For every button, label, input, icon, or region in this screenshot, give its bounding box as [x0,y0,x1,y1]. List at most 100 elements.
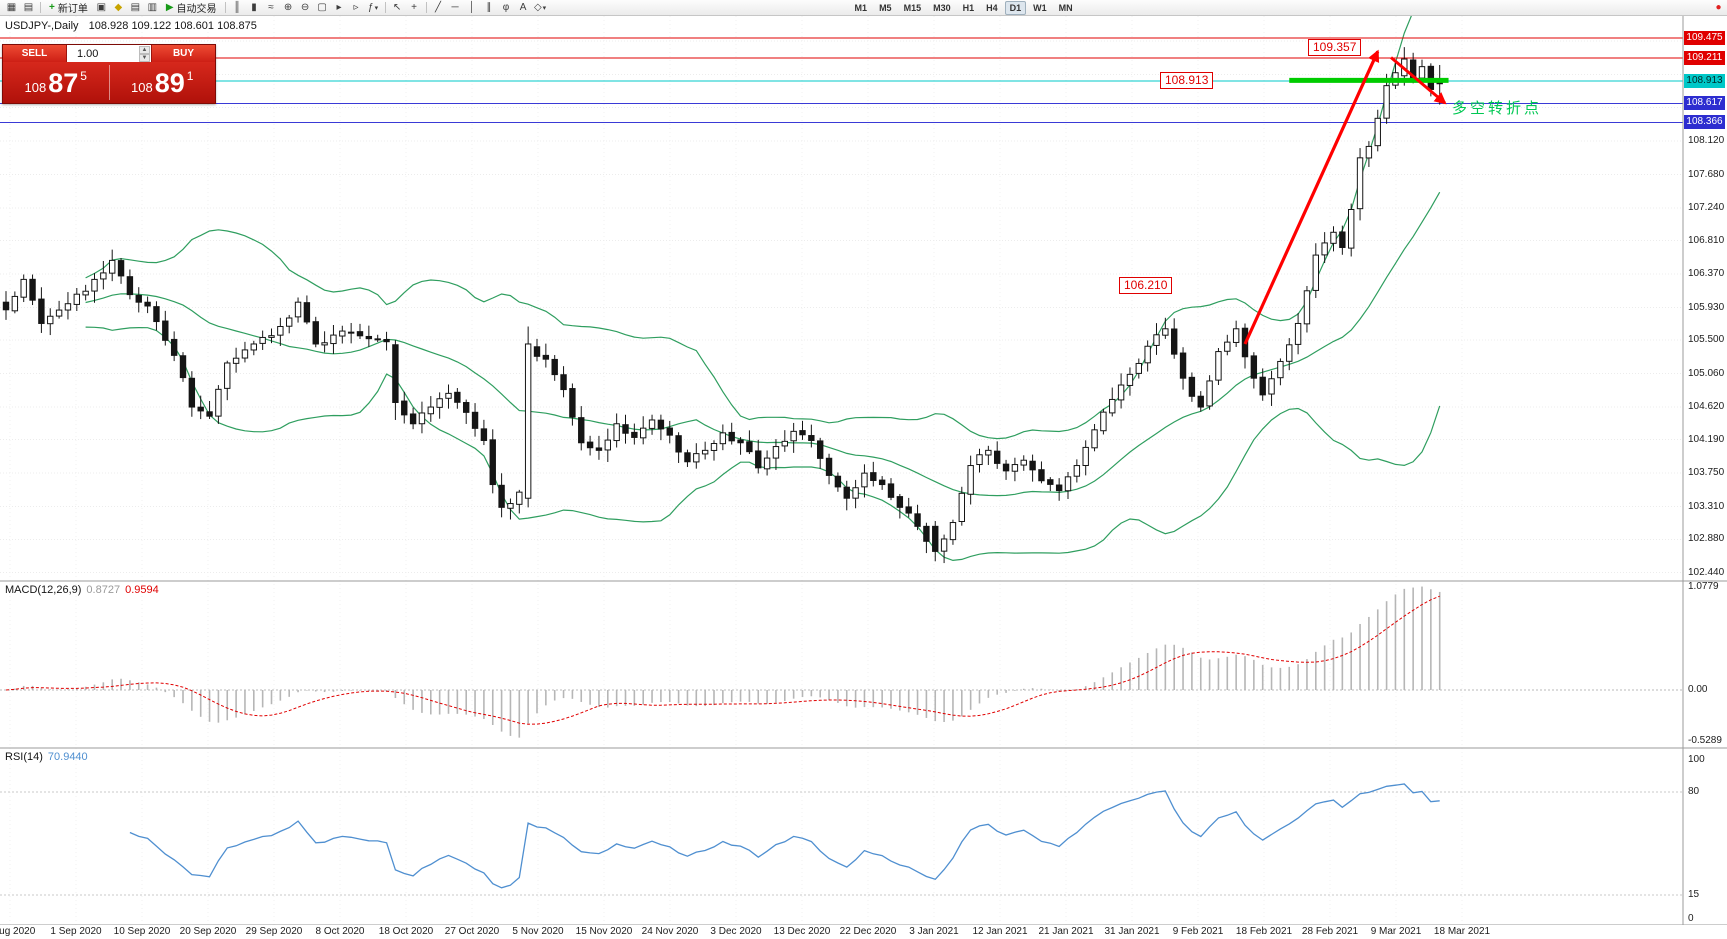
date-label[interactable]: 9 Feb 2021 [1172,926,1224,937]
sell-price-prefix: 108 [24,79,47,95]
chart-layers-icon[interactable]: ▣ [96,2,107,13]
symbol-period-label: USDJPY-,Daily [5,20,79,32]
tf-button-MN[interactable]: MN [1058,2,1073,13]
annotation-turning-point-text: 多空转折点 [1452,100,1543,117]
sell-price-big: 87 [48,67,79,98]
date-label[interactable]: 28 Feb 2021 [1301,926,1359,937]
record-icon[interactable]: ● [1715,2,1722,13]
macd-indicator-label: MACD(12,26,9) 0.8727 0.9594 [5,584,159,596]
fibonacci-icon[interactable]: φ [502,2,510,13]
rsi-indicator-label: RSI(14) 70.9440 [5,751,88,763]
auto-scroll-icon[interactable]: ▸ [336,2,342,13]
date-label[interactable]: 21 Jan 2021 [1038,926,1094,937]
vertical-line-icon[interactable]: │ [468,2,476,13]
date-label[interactable]: 15 Nov 2020 [575,926,633,937]
sell-price[interactable]: 108 87 5 [3,62,109,103]
date-label[interactable]: 18 Feb 2021 [1235,926,1293,937]
date-label[interactable]: 18 Mar 2021 [1433,926,1491,937]
date-label[interactable]: 1 Sep 2020 [50,926,102,937]
tf-button-H4[interactable]: H4 [986,2,998,13]
tf-button-W1[interactable]: W1 [1033,2,1047,13]
price-label-103.750: 103.750 [1688,467,1725,479]
tf-button-M5[interactable]: M5 [879,2,892,13]
time-axis[interactable]: 3 Aug 2020 1 Sep 2020 10 Sep 2020 20 Sep 20… [0,925,1727,939]
volume-increase-icon[interactable]: ▲ [139,46,150,54]
price-label-102.880: 102.880 [1688,533,1725,545]
date-label[interactable]: 10 Sep 2020 [113,926,171,937]
chart-window-icon[interactable]: ▦ [6,2,17,13]
date-label[interactable]: 20 Sep 2020 [179,926,237,937]
expert-list-icon[interactable]: ▤ [23,2,34,13]
price-axis[interactable]: 108.120 107.680 107.240 106.810 106.370 105.9… [1684,16,1727,925]
tf-button-D1[interactable]: D1 [1004,0,1027,15]
trendline-icon[interactable]: ╱ [435,2,442,13]
price-label-103.310: 103.310 [1688,500,1725,512]
tf-button-M1[interactable]: M1 [854,2,868,13]
price-label-105.930: 105.930 [1688,301,1725,313]
macd-axis-0.00: 0.00 [1688,684,1708,695]
buy-price[interactable]: 108 89 1 [110,62,216,103]
price-label-102.440: 102.440 [1688,566,1725,578]
arrows-icon[interactable]: ◇ ▾ [533,2,547,13]
buy-price-big: 89 [154,67,185,98]
date-label[interactable]: 9 Mar 2021 [1370,926,1422,937]
zoom-out-icon[interactable]: ⊖ [300,2,310,13]
navigator-icon[interactable]: ▤ [130,2,141,13]
market-watch-icon[interactable]: ◆ [114,2,123,13]
sell-button[interactable]: SELL [3,45,67,62]
buy-button[interactable]: BUY [151,45,215,62]
toolbar-separator [224,2,226,13]
autotrading-button-label: 自动交易 [176,4,217,15]
date-label[interactable]: 13 Dec 2020 [773,926,831,937]
zoom-in-icon[interactable]: ⊕ [283,2,293,13]
volume-input[interactable]: 1.00 ▲ ▼ [67,45,151,62]
date-label[interactable]: 8 Oct 2020 [315,926,365,937]
trade-buttons-row: SELL 1.00 ▲ ▼ BUY [3,45,215,62]
date-label[interactable]: 3 Jan 2021 [909,926,959,937]
text-label-icon[interactable]: A [519,2,527,13]
rsi-name: RSI(14) [5,751,43,763]
price-label-107.680: 107.680 [1688,168,1725,180]
horizontal-line-icon[interactable]: ─ [451,2,459,13]
cursor-icon[interactable]: ↖ [392,2,402,13]
annotation-price-109357[interactable]: 109.357 [1308,39,1362,56]
date-label[interactable]: 27 Oct 2020 [444,926,500,937]
price-label-106.810: 106.810 [1688,234,1725,246]
new-order-button[interactable]: + 新订单 [44,1,93,15]
toolbar-separator [40,2,41,13]
crosshair-icon[interactable]: + [411,2,417,13]
rsi-value: 70.9440 [47,751,88,763]
date-label[interactable]: 3 Aug 2020 [0,926,36,937]
indicators-icon[interactable]: ƒ ▾ [368,2,379,13]
date-label[interactable]: 24 Nov 2020 [641,926,699,937]
price-label-106.370: 106.370 [1688,268,1725,280]
date-label[interactable]: 12 Jan 2021 [972,926,1028,937]
annotation-price-106210[interactable]: 106.210 [1119,277,1173,294]
price-tag-109.475: 109.475 [1684,31,1725,46]
timeframe-group: M1 M5 M15 M30 H1 H4 D1 W1 MN [849,0,1079,15]
annotation-price-108913[interactable]: 108.913 [1160,72,1214,89]
candlestick-type-icon[interactable]: ▮ [251,2,257,13]
chart-shift-icon[interactable]: ▹ [353,2,359,13]
tf-button-H1[interactable]: H1 [962,2,975,13]
toolbar: ▦ ▤ + 新订单 ▣ ◆ ▤ ▥ ▶ 自动交易 ║ ▮ ≈ ⊕ ⊖ ▢ ▸ ▹ ƒ ▾ ↖ + ╱ ─ │ ∥ φ A ◇ ▾ M1 M5 M… [0,0,1727,16]
tile-windows-icon[interactable]: ▢ [317,2,327,13]
channel-icon[interactable]: ∥ [486,2,492,13]
new-order-button-label: 新订单 [57,4,88,15]
date-label[interactable]: 3 Dec 2020 [710,926,762,937]
rsi-axis-80: 80 [1688,785,1700,797]
bar-chart-type-icon[interactable]: ║ [233,2,241,13]
date-label[interactable]: 18 Oct 2020 [378,926,434,937]
price-label-104.190: 104.190 [1688,433,1725,445]
date-label[interactable]: 31 Jan 2021 [1104,926,1160,937]
tf-button-M30[interactable]: M30 [933,2,951,13]
volume-decrease-icon[interactable]: ▼ [139,54,150,62]
autotrading-button[interactable]: ▶ 自动交易 [161,1,222,15]
terminal-icon[interactable]: ▥ [147,2,158,13]
date-label[interactable]: 29 Sep 2020 [245,926,303,937]
tf-button-M15[interactable]: M15 [903,2,922,13]
date-label[interactable]: 22 Dec 2020 [839,926,897,937]
line-chart-type-icon[interactable]: ≈ [268,2,274,13]
date-label[interactable]: 5 Nov 2020 [512,926,564,937]
